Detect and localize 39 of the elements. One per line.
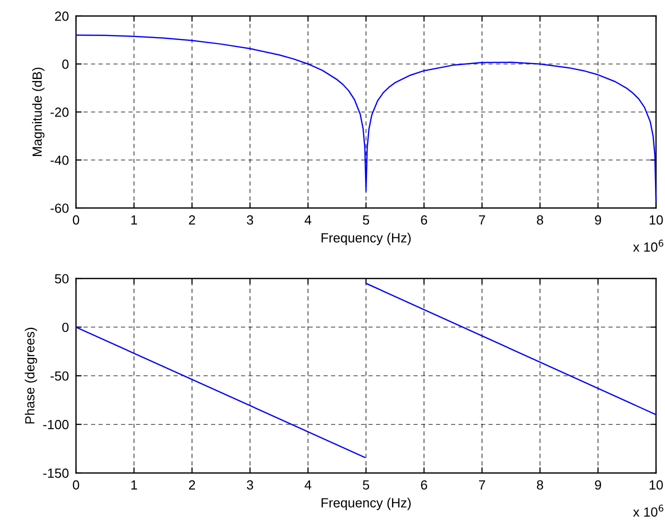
- y-tick-label: -50: [50, 371, 69, 381]
- text: x 10$^{6}$: [633, 504, 664, 517]
- x-tick-label: 2: [189, 215, 196, 225]
- x-tick-label: 6: [421, 215, 428, 225]
- y-tick-label: -100: [43, 420, 69, 430]
- x-axis-title: Frequency (Hz): [322, 498, 411, 510]
- x-tick-label: 9: [594, 480, 602, 490]
- x-tick-label: 8: [536, 215, 544, 225]
- x-tick-label: 10: [650, 215, 663, 225]
- x-tick-label: 6: [421, 480, 428, 490]
- y-axis-title: Magnitude (dB): [32, 68, 44, 156]
- x-tick-label: 2: [189, 480, 196, 490]
- x-tick-label: 7: [479, 215, 486, 225]
- x-tick-label: 9: [594, 215, 602, 225]
- x-tick-label: 1: [131, 480, 138, 490]
- x-tick-label: 5: [362, 480, 370, 490]
- y-tick-label: -20: [50, 108, 69, 117]
- y-tick-label: 20: [55, 12, 69, 21]
- x-tick-label: 7: [479, 480, 486, 490]
- x-axis-title: Frequency (Hz): [322, 232, 411, 246]
- x-tick-label: 3: [246, 480, 254, 490]
- x-tick-label: 4: [304, 215, 312, 225]
- x-tick-label: 1: [131, 215, 138, 225]
- text: x 10$^{6}$: [633, 240, 664, 252]
- x-tick-label: 8: [536, 480, 544, 490]
- x-tick-label: 3: [246, 215, 254, 225]
- x-tick-label: 0: [72, 480, 80, 490]
- x-tick-label: 5: [362, 215, 370, 225]
- y-tick-label: -150: [43, 468, 69, 478]
- y-tick-label: 0: [62, 322, 69, 332]
- y-tick-label: 0: [62, 60, 69, 69]
- x-tick-label: 0: [72, 215, 80, 225]
- y-tick-label: -60: [50, 204, 69, 213]
- x-tick-label: 10: [650, 480, 663, 490]
- x-tick-label: 4: [304, 480, 312, 490]
- y-tick-label: -40: [50, 156, 69, 165]
- y-tick-label: 50: [54, 274, 69, 284]
- y-axis-title: Phase (degrees): [24, 328, 38, 424]
- line-series: [75, 34, 657, 202]
